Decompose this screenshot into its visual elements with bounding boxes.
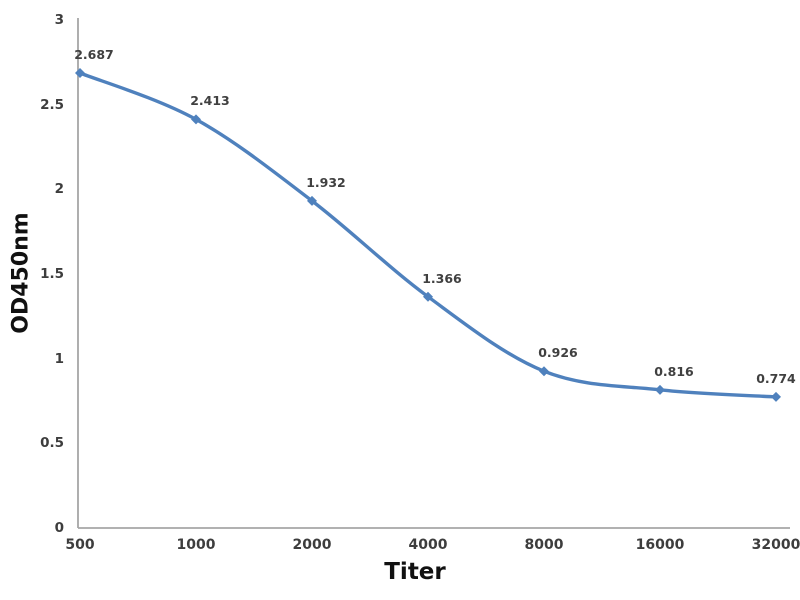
data-label: 1.366 bbox=[422, 270, 462, 286]
series-line bbox=[78, 71, 778, 399]
data-label: 0.926 bbox=[538, 345, 578, 361]
x-tick-label: 32000 bbox=[751, 537, 800, 553]
y-tick-label: 2 bbox=[54, 181, 64, 198]
data-point-marker bbox=[655, 384, 665, 395]
data-label: 0.774 bbox=[756, 370, 796, 386]
data-point-marker bbox=[423, 291, 433, 302]
data-label: 2.687 bbox=[74, 47, 114, 62]
y-tick-label: 3 bbox=[54, 12, 64, 28]
data-point-marker bbox=[771, 391, 781, 402]
data-label: 0.816 bbox=[654, 363, 694, 379]
x-tick-label: 500 bbox=[65, 537, 95, 553]
x-axis-title: Titer bbox=[384, 559, 446, 585]
x-tick-label: 4000 bbox=[408, 537, 448, 553]
x-tick-label: 1000 bbox=[176, 537, 216, 553]
data-point-marker bbox=[75, 68, 85, 79]
y-tick-label: 2.5 bbox=[40, 96, 64, 113]
data-label: 2.413 bbox=[190, 93, 230, 109]
data-point-marker bbox=[191, 114, 201, 125]
x-tick-label: 2000 bbox=[292, 537, 332, 553]
x-tick-label: 8000 bbox=[524, 537, 564, 553]
x-tick-label: 16000 bbox=[635, 537, 685, 553]
y-tick-label: 1.5 bbox=[40, 266, 64, 282]
data-label: 1.932 bbox=[306, 174, 346, 190]
y-tick-label: 0.5 bbox=[40, 435, 64, 452]
y-tick-label: 0 bbox=[54, 520, 64, 536]
data-point-marker bbox=[539, 366, 549, 377]
data-point-marker bbox=[307, 195, 317, 206]
y-axis-title: OD450nm bbox=[8, 212, 34, 334]
y-tick-label: 1 bbox=[54, 350, 64, 367]
